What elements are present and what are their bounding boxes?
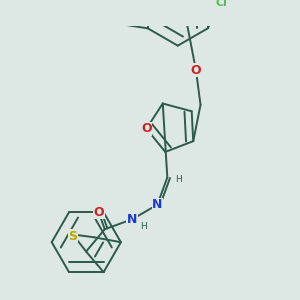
Text: N: N [152,198,163,211]
Text: S: S [68,230,77,243]
Text: N: N [127,213,137,226]
Text: O: O [141,122,152,135]
Text: Cl: Cl [215,0,227,8]
Text: H: H [140,222,146,231]
Text: H: H [175,175,181,184]
Text: O: O [191,64,201,77]
Text: O: O [93,206,104,219]
